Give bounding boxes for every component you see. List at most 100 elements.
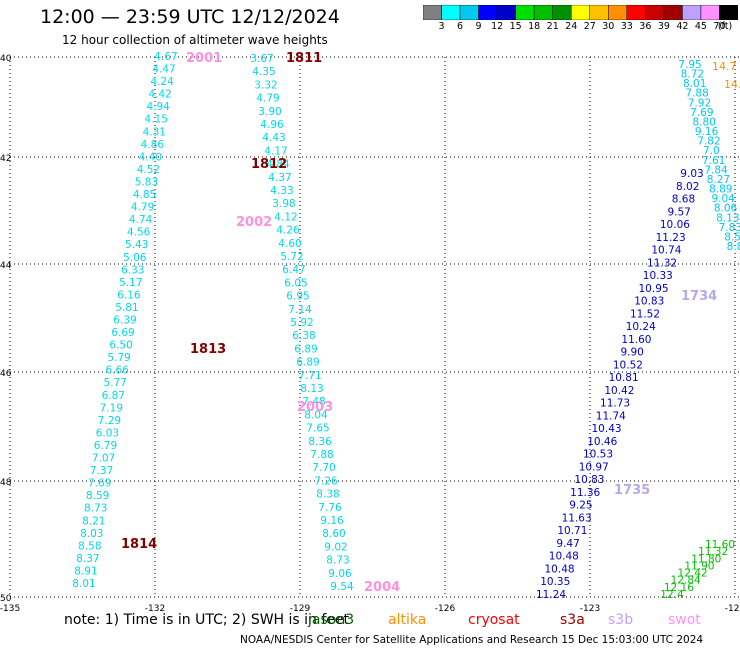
track-value-label: 4.56 [127, 227, 151, 239]
track-value-label: 8.72 [681, 69, 704, 81]
track-value-label: 3.32 [254, 79, 277, 91]
track-value-label: 9.06 [328, 568, 352, 580]
track-value-label: 6.05 [284, 277, 307, 289]
track-value-label: 6.89 [294, 343, 317, 355]
track-value-label: 4.79 [131, 202, 154, 214]
track-value-label: 10.74 [651, 245, 681, 257]
track-value-label: 6.66 [105, 365, 129, 377]
color-scale-tick-label: 6 [457, 21, 464, 32]
track-value-label: 5.83 [135, 176, 158, 188]
track-value-label: 7.82 [697, 136, 720, 148]
track-value-label: 8.5 [724, 231, 740, 243]
pass-time-label: 1812 [251, 157, 287, 172]
note-text: note: 1) Time is in UTC; 2) SWH is in fe… [64, 612, 350, 628]
track-value-label: 5.81 [115, 302, 138, 314]
track-value-label: 10.43 [592, 423, 622, 435]
track-value-label: 5.77 [104, 377, 127, 389]
track-value-label: 10.95 [639, 283, 669, 295]
track-value-label: 11.32 [698, 546, 728, 558]
track-value-label: 11.36 [570, 487, 600, 499]
track-value-label: 8.04 [304, 409, 328, 421]
track-value-label: 8.38 [316, 489, 339, 501]
satellite-legend-item: swot [668, 612, 701, 628]
track-value-label: 9.90 [620, 347, 643, 359]
track-value-label: 7.83 [719, 222, 740, 234]
track-value-label: 6.39 [113, 315, 136, 327]
track-value-label: 8.27 [707, 174, 730, 186]
track-value-label: 4.40 [139, 151, 162, 163]
track-value-label: 9.03 [680, 168, 703, 180]
track-value-label: 8.03 [80, 528, 103, 540]
satellite-legend: jason3 altika cryosat s3a s3b swot [300, 612, 740, 630]
track-value-label: 4.26 [276, 225, 300, 237]
track-value-label: 7.76 [318, 502, 342, 514]
track-value-label: 7.26 [314, 475, 338, 487]
map-subtitle: 12 hour collection of altimeter wave hei… [62, 33, 328, 47]
track-value-label: 8.59 [86, 490, 109, 502]
latitude-label: 42 [0, 154, 11, 164]
track-value-label: 8.02 [676, 181, 699, 193]
track-value-label: 6.03 [96, 427, 119, 439]
pass-time-label: 1734 [681, 289, 717, 304]
track-value-label: 5.79 [107, 352, 130, 364]
latitude-label: 44 [0, 261, 12, 271]
track-value-label: 5.72 [280, 251, 303, 263]
track-value-label: 5.06 [123, 252, 147, 264]
track-value-label: 6.33 [121, 264, 144, 276]
track-value-label: 7.65 [306, 423, 329, 435]
color-scale-tick-label: 70 [713, 21, 726, 32]
track-value-label: 4.96 [260, 119, 284, 131]
track-value-label: 9.16 [695, 126, 719, 138]
track-value-label: 11.63 [562, 512, 592, 524]
track-value-label: 10.42 [604, 385, 634, 397]
track-value-label: 7.84 [704, 164, 728, 176]
color-scale-tick-label: 39 [657, 21, 670, 32]
color-scale-tick-label: 42 [676, 21, 689, 32]
track-value-label: 4.67 [154, 51, 177, 63]
color-scale-tick-label: 30 [602, 21, 615, 32]
longitude-label: -135 [0, 604, 20, 614]
satellite-legend-item: altika [388, 612, 427, 628]
track-value-label: 7.61 [702, 155, 725, 167]
color-scale-tick-label: 45 [694, 21, 707, 32]
track-value-label: 7.0 [703, 145, 720, 157]
track-value-label: 8.21 [82, 515, 105, 527]
pass-time-label: 1735 [614, 483, 650, 498]
track-value-label: 4.37 [268, 172, 291, 184]
track-value-label: 10.52 [613, 359, 643, 371]
longitude-label: -132 [145, 604, 165, 614]
track-value-label: 11.23 [656, 232, 686, 244]
track-value-label: 6.16 [117, 289, 141, 301]
longitude-label: -123 [580, 604, 600, 614]
track-value-label: 7.48 [302, 396, 325, 408]
track-value-label: 12.42 [678, 568, 708, 580]
track-value-label: 4.24 [150, 76, 174, 88]
track-value-label: 9.54 [330, 581, 354, 593]
track-value-label: 11.74 [596, 410, 626, 422]
track-value-label: 6.89 [296, 357, 319, 369]
color-scale-tick-label: 27 [583, 21, 596, 32]
track-value-label: 12.4 [660, 589, 684, 601]
satellite-legend-item: jason3 [308, 612, 355, 628]
track-value-label: 9.57 [667, 206, 690, 218]
track-value-label: 8.68 [672, 194, 695, 206]
track-value-label: 4.43 [262, 132, 285, 144]
track-value-label: 14.7 [712, 60, 737, 73]
track-value-label: 6.50 [109, 340, 132, 352]
pass-time-label: 1814 [121, 537, 157, 552]
track-value-label: 8.73 [326, 555, 349, 567]
track-value-label: 10.48 [549, 551, 579, 563]
pass-time-label: 1813 [190, 342, 226, 357]
track-value-label: 7.95 [678, 59, 701, 71]
track-value-label: 4.85 [133, 189, 156, 201]
latitude-label: 48 [0, 478, 12, 488]
satellite-legend-item: s3a [560, 612, 585, 628]
color-scale-ticks: 3 6 9 12 15 18 21 24 27 30 33 36 39 42 45 70 (ft) [423, 21, 738, 35]
track-value-label: 8.58 [78, 540, 101, 552]
track-value-label: 4.42 [148, 89, 171, 101]
track-value-label: 8.13 [300, 383, 323, 395]
track-value-label: 9.47 [556, 538, 579, 550]
track-value-label: 6.87 [102, 390, 125, 402]
track-value-label: 10.83 [574, 474, 604, 486]
longitude-label: -126 [435, 604, 456, 614]
